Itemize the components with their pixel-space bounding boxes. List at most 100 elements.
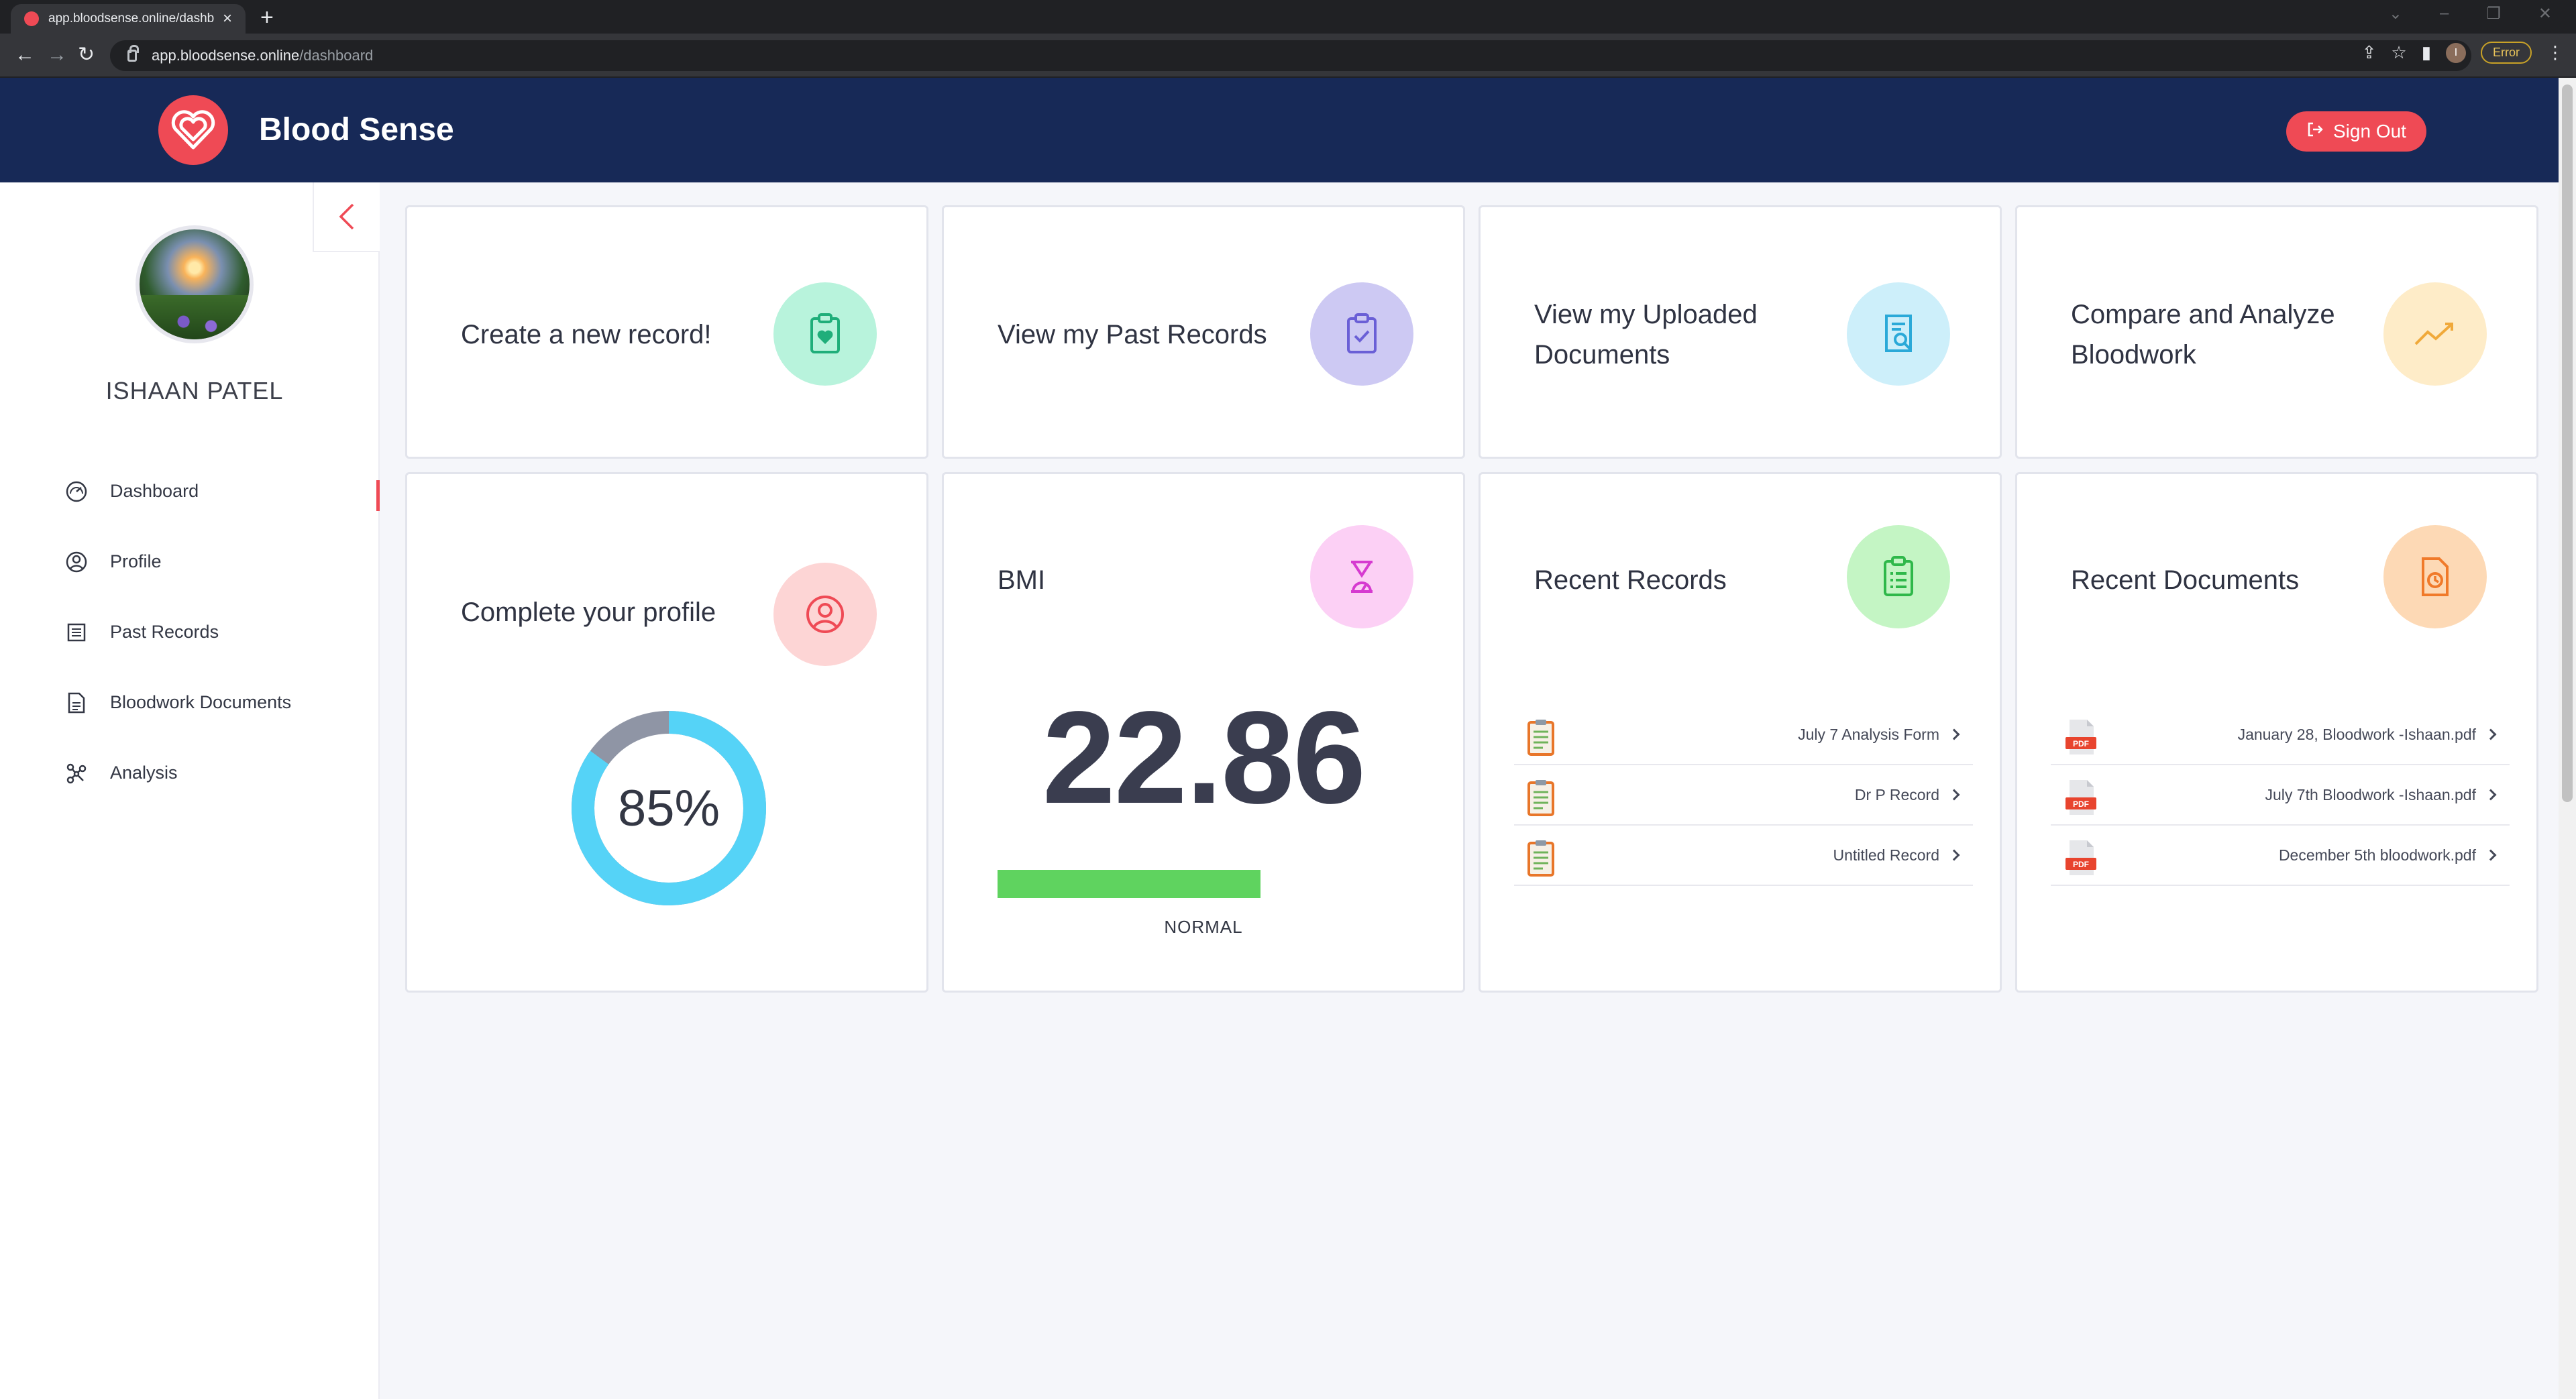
list-item[interactable]: PDF July 7th Bloodwork -Ishaan.pdf [2051,765,2510,826]
document-icon [64,691,89,715]
chevron-left-icon [339,203,354,230]
recent-documents-list: PDF January 28, Bloodwork -Ishaan.pdf PD… [2051,705,2510,886]
complete-profile-card[interactable]: Complete your profile 85% [405,472,928,993]
share-icon[interactable]: ⇪ [2361,42,2377,62]
profile-progress-ring: 85% [568,708,769,909]
network-icon [64,761,89,785]
address-bar: ← → ↻ app.bloodsense.online/dashboard ⇪ … [0,34,2576,78]
record-name: Dr P Record [1854,785,1939,803]
hourglass-gauge-icon [1310,525,1413,628]
sidebar-item-analysis[interactable]: Analysis [0,738,380,808]
back-icon[interactable]: ← [15,44,35,66]
app-header: Blood Sense Sign Out [0,78,2559,182]
card-title: Complete your profile [461,598,716,627]
sidebar-item-label: Profile [110,551,162,571]
uploaded-documents-card[interactable]: View my Uploaded Documents [1479,205,2002,459]
collapse-sidebar-button[interactable] [313,182,380,252]
profile-avatar[interactable]: I [2446,42,2466,63]
user-avatar[interactable] [136,225,254,343]
list-item[interactable]: Untitled Record [1514,826,1973,886]
past-records-card[interactable]: View my Past Records [942,205,1465,459]
browser-tab[interactable]: app.bloodsense.online/dashboard × [11,4,246,34]
recent-documents-card: Recent Documents PDF January 28, Bloodwo… [2015,472,2538,993]
clipboard-list-icon [1847,525,1950,628]
chevron-right-icon [1948,789,1960,801]
pdf-file-icon: PDF [2063,718,2100,759]
clipboard-check-icon [1310,282,1413,386]
close-window-icon[interactable]: ✕ [2538,5,2552,23]
list-item[interactable]: Dr P Record [1514,765,1973,826]
card-title: Create a new record! [461,320,712,349]
pdf-file-icon: PDF [2063,779,2100,820]
card-title-line: Documents [1534,340,1670,370]
close-tab-icon[interactable]: × [222,9,232,27]
card-title: Recent Documents [2071,565,2300,595]
browser-tab-bar: app.bloodsense.online/dashboard × + ⌄ – … [0,0,2576,34]
clipboard-icon [1526,779,1556,820]
restore-icon[interactable]: ❐ [2486,5,2501,23]
svg-text:PDF: PDF [2073,860,2089,869]
chevron-right-icon [2485,789,2497,801]
document-search-icon [1847,282,1950,386]
user-name: ISHAAN PATEL [105,377,284,404]
side-panel-icon[interactable]: ▮ [2421,42,2431,62]
compare-analyze-card[interactable]: Compare and Analyze Bloodwork [2015,205,2538,459]
tab-title: app.bloodsense.online/dashboard [48,11,215,25]
card-title: Compare and Analyze Bloodwork [2071,294,2335,375]
list-item[interactable]: PDF January 28, Bloodwork -Ishaan.pdf [2051,705,2510,765]
document-name: July 7th Bloodwork -Ishaan.pdf [2265,785,2476,803]
window-controls: ⌄ – ❐ ✕ [2389,4,2552,23]
bmi-value: 22.86 [1042,684,1366,831]
chevron-right-icon [1948,849,1960,861]
clipboard-icon [1526,839,1556,880]
list-icon [64,620,89,645]
document-name: December 5th bloodwork.pdf [2278,846,2476,864]
lock-icon[interactable] [127,45,139,62]
record-name: Untitled Record [1833,846,1939,864]
sidebar-item-profile[interactable]: Profile [0,526,380,597]
sidebar-item-bloodwork-documents[interactable]: Bloodwork Documents [0,667,380,738]
forward-icon[interactable]: → [47,44,67,66]
recent-records-card: Recent Records July 7 Analysis Form Dr P… [1479,472,2002,993]
sidebar-nav: Dashboard Profile Past Records Bloodwork… [0,456,380,808]
card-title-line: Compare and Analyze [2071,300,2335,329]
bmi-card: BMI 22.86 NORMAL [942,472,1465,993]
pdf-file-icon: PDF [2063,839,2100,880]
error-badge[interactable]: Error [2481,42,2532,64]
new-tab-icon[interactable]: + [260,5,274,30]
create-record-card[interactable]: Create a new record! [405,205,928,459]
sidebar-item-label: Bloodwork Documents [110,692,292,712]
menu-icon[interactable]: ⋮ [2546,42,2564,62]
toolbar-right: ⇪ ☆ ▮ I Error ⋮ [2362,42,2564,64]
sidebar-item-dashboard[interactable]: Dashboard [0,456,380,526]
card-title-line: View my Uploaded [1534,300,1758,329]
list-item[interactable]: July 7 Analysis Form [1514,705,1973,765]
star-icon[interactable]: ☆ [2391,42,2407,62]
card-title: View my Uploaded Documents [1534,294,1758,375]
dashboard-gauge-icon [64,480,89,504]
url-field[interactable]: app.bloodsense.online/dashboard [110,40,2471,71]
sidebar-item-label: Analysis [110,763,178,783]
clipboard-icon [1526,718,1556,759]
user-circle-icon [773,563,877,666]
heart-logo-icon[interactable] [158,95,228,165]
bmi-status: NORMAL [1164,917,1243,937]
ring-progress [572,711,766,905]
record-name: July 7 Analysis Form [1798,725,1939,743]
scrollbar-thumb[interactable] [2562,85,2573,802]
minimize-icon[interactable]: – [2440,4,2449,22]
card-title-line: Bloodwork [2071,340,2196,370]
sidebar-item-past-records[interactable]: Past Records [0,597,380,667]
reload-icon[interactable]: ↻ [78,44,95,66]
chevron-right-icon [1948,728,1960,740]
page-scrollbar[interactable] [2559,78,2576,1399]
sign-out-button[interactable]: Sign Out [2286,111,2426,152]
svg-text:PDF: PDF [2073,739,2089,748]
card-title: Recent Records [1534,565,1727,595]
chevron-down-icon[interactable]: ⌄ [2388,5,2403,23]
card-title: BMI [998,565,1046,595]
clipboard-heart-icon [773,282,877,386]
document-name: January 28, Bloodwork -Ishaan.pdf [2237,725,2476,743]
list-item[interactable]: PDF December 5th bloodwork.pdf [2051,826,2510,886]
bmi-status-bar [998,870,1260,898]
